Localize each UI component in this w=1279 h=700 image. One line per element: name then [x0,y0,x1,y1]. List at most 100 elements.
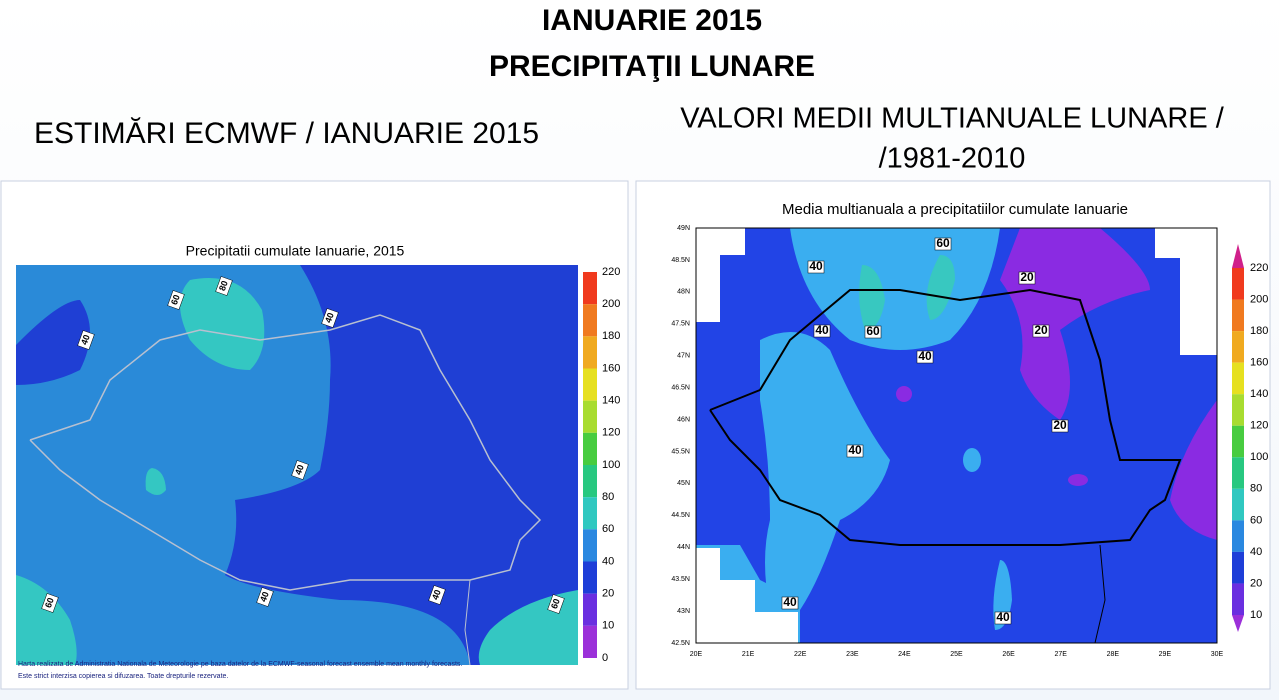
label-box [781,596,799,610]
colorbar-label: 0 [602,652,608,664]
label-text: 40 [809,259,823,273]
lon-label: 24E [898,651,911,658]
colorbar-label: 180 [602,330,620,342]
label-box [846,444,864,458]
colorbar-label: 100 [602,459,620,471]
colorbar-label: 60 [1250,514,1262,526]
colorbar-label: 160 [602,362,620,374]
colorbar-label: 10 [1250,609,1262,621]
lon-label: 22E [794,651,807,658]
colorbar-swatch [1232,299,1244,332]
colorbar-label: 200 [1250,293,1268,305]
colorbar-cap [1232,615,1244,632]
contour-label: 80 [215,276,233,296]
region [896,386,912,402]
label-text: 40 [323,311,336,324]
region [963,448,981,472]
colorbar: 220 200 180 160 140 120 100 80 60 40 20 10 [1232,244,1268,632]
contour-label: 40 [846,443,864,458]
label-text: 60 [866,324,880,338]
colorbar-swatch [1232,268,1244,300]
colorbar-swatch [583,336,597,369]
lon-label: 30E [1211,651,1224,658]
label-box [807,260,825,274]
colorbar-swatch [1232,520,1244,552]
label-box [547,594,565,614]
colorbar-swatch [1232,551,1244,584]
contour-label: 40 [291,460,309,480]
heading: ESTIMĂRI ECMWF / IANUARIE 2015 [34,117,539,150]
label-text: 40 [783,595,797,609]
colorbar-label: 140 [1250,388,1268,400]
contour-label: 20 [1018,270,1036,285]
label-text: 60 [549,597,562,610]
region [180,278,265,370]
map-title: Media multianuala a precipitatiilor cumu… [782,201,1128,218]
lat-label: 46N [677,416,690,423]
lat-label: 48.5N [671,257,690,264]
title: IANUARIE 2015 [542,4,762,37]
colorbar-swatch [583,432,597,465]
colorbar-label: 100 [1250,451,1268,463]
contour-label: 20 [1051,418,1069,433]
colorbar-swatch [583,593,597,626]
lon-label: 27E [1054,651,1067,658]
footnote: Harta realizata de Administratia Nationa… [18,661,462,668]
lon-label: 29E [1159,651,1172,658]
label-text: 20 [1034,323,1048,337]
region [16,300,90,385]
colorbar-swatch [583,272,597,305]
label-text: 40 [79,333,92,346]
contour-label: 40 [77,330,95,350]
colorbar-cap [1232,244,1244,268]
contour-label: 40 [781,595,799,610]
contour-label: 40 [428,585,446,605]
label-box [916,350,934,364]
border [1094,544,1106,644]
lat-label: 42.5N [671,640,690,647]
lat-label: 44N [677,544,690,551]
title: PRECIPITAŢII LUNARE [489,50,815,83]
lat-label: 48N [677,289,690,296]
label-box [167,290,185,310]
label-text: 60 [169,293,182,306]
colorbar-swatch [583,561,597,594]
lat-label: 43N [677,608,690,615]
label-box [291,460,309,480]
label-box [41,593,59,613]
label-text: 40 [258,590,271,603]
lat-label: 43.5N [671,576,690,583]
map-title: Precipitatii cumulate Ianuarie, 2015 [186,243,405,259]
label-box [934,237,952,251]
label-text: 40 [996,610,1010,624]
label-box [813,324,831,338]
lat-label: 45.5N [671,448,690,455]
label-box [1018,271,1036,285]
colorbar-swatch [583,465,597,498]
mask [696,228,745,322]
contour-label: 40 [321,308,339,328]
colorbar-label: 220 [602,266,620,278]
label-box [1051,419,1069,433]
label-text: 40 [293,463,306,476]
contour-label: 40 [916,349,934,364]
label-text: 20 [1020,270,1034,284]
colorbar-label: 120 [1250,420,1268,432]
label-box [77,330,95,350]
label-text: 40 [918,349,932,363]
label-box [215,276,233,296]
colorbar-swatch [1232,488,1244,521]
label-text: 40 [815,323,829,337]
region [225,265,578,665]
label-text: 60 [43,596,56,609]
lon-label: 23E [846,651,859,658]
colorbar-swatch [1232,583,1244,615]
colorbar-swatch [1232,425,1244,458]
colorbar-label: 160 [1250,357,1268,369]
colorbar-label: 180 [1250,325,1268,337]
colorbar-swatch [583,400,597,433]
lon-label: 20E [690,651,703,658]
region [926,255,955,320]
